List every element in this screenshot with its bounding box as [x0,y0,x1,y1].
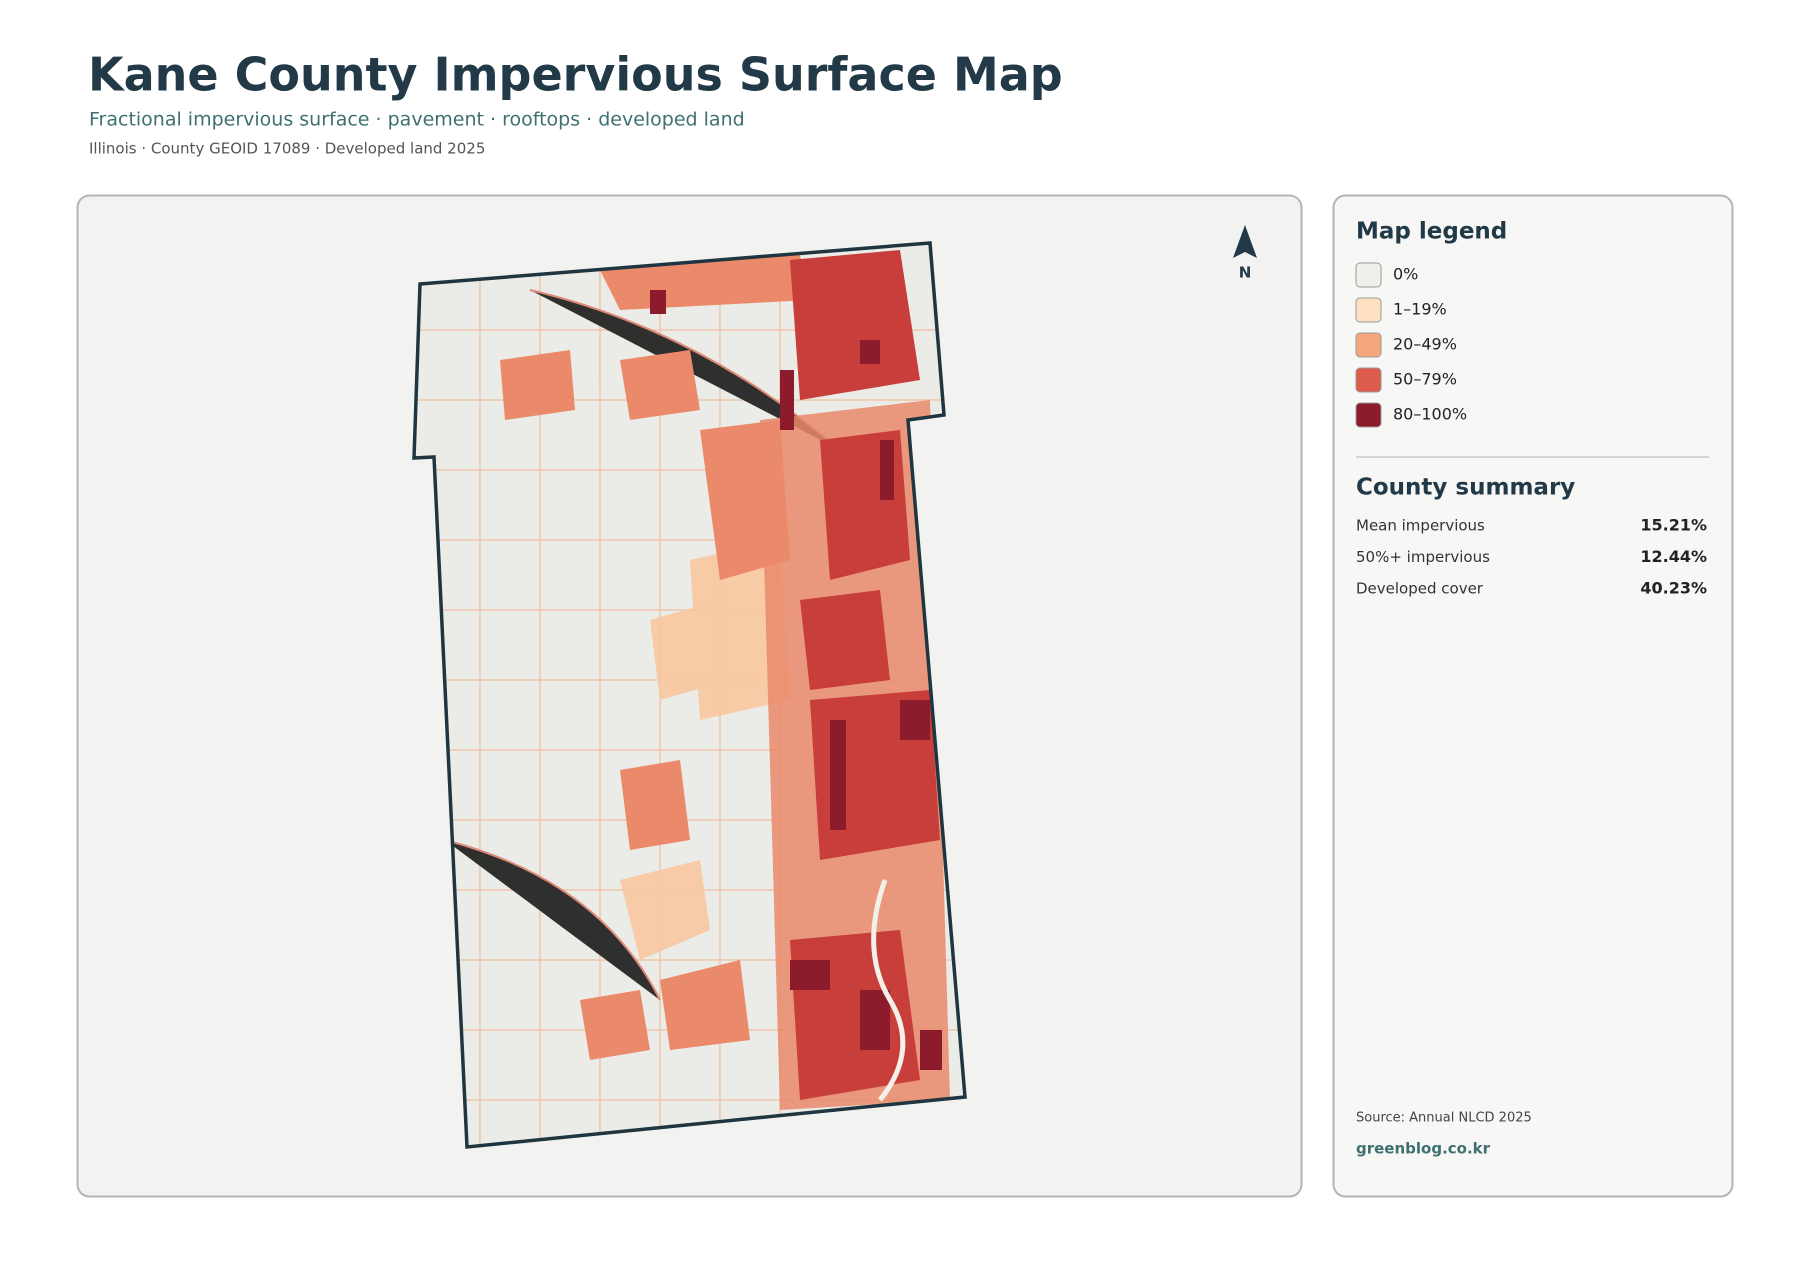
summary-label: 50%+ impervious [1356,548,1490,566]
legend-label: 80–100% [1393,405,1467,424]
summary-value: 40.23% [1640,579,1707,598]
site: greenblog.co.kr [1356,1140,1491,1158]
summary-label: Mean impervious [1356,517,1485,535]
summary-value: 15.21% [1640,516,1707,535]
title: Kane County Impervious Surface Map [88,48,1063,102]
legend-label: 0% [1393,265,1418,284]
north-label: N [1239,264,1252,282]
subtitle: Fractional impervious surface · pavement… [89,109,745,131]
legend-panel [1332,194,1734,1198]
legend-label: 1–19% [1393,300,1447,319]
county-boundary [412,241,967,1149]
legend-label: 20–49% [1393,335,1457,354]
meta: Illinois · County GEOID 17089 · Develope… [89,140,485,158]
source: Source: Annual NLCD 2025 [1356,1111,1532,1126]
summary-label: Developed cover [1356,580,1484,598]
legend-swatch [1355,367,1382,393]
legend-title: Map legend [1356,219,1507,245]
legend-swatch [1355,262,1382,288]
summary-value: 12.44% [1640,547,1707,566]
raster [414,243,965,1147]
legend-items: 0% 1–19% 20–49% 50–79% 80–100% [1355,262,1467,428]
summary-title: County summary [1356,475,1575,501]
north-arrow [1233,225,1257,258]
legend-swatch [1355,297,1382,323]
legend-swatch [1355,332,1382,358]
summary-rows: Mean impervious 15.21% 50%+ impervious 12.4… [1356,516,1707,598]
legend-swatch [1355,402,1382,428]
legend-label: 50–79% [1393,370,1457,389]
